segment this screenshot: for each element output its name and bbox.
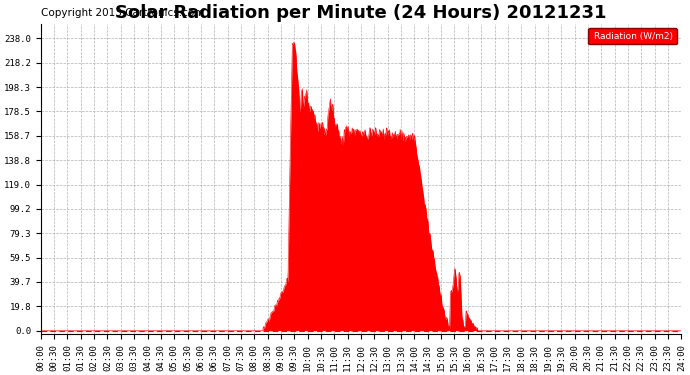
Legend: Radiation (W/m2): Radiation (W/m2): [588, 28, 677, 45]
Title: Solar Radiation per Minute (24 Hours) 20121231: Solar Radiation per Minute (24 Hours) 20…: [115, 4, 607, 22]
Text: Copyright 2013 Cartronics.com: Copyright 2013 Cartronics.com: [41, 8, 204, 18]
